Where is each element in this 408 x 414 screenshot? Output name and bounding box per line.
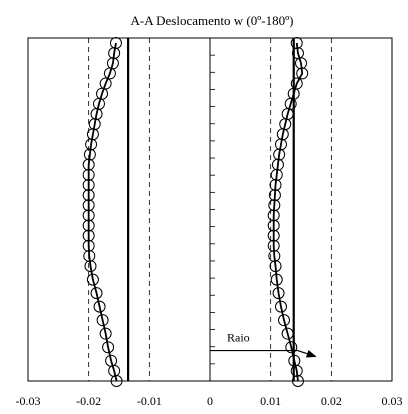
data-point <box>290 364 303 377</box>
data-point <box>267 239 280 252</box>
data-point <box>267 219 280 232</box>
x-tick-label: 0.02 <box>321 394 342 408</box>
data-point <box>270 273 283 286</box>
x-tick-label: -0.02 <box>76 394 101 408</box>
data-point <box>83 148 96 161</box>
data-point <box>296 67 309 80</box>
data-point <box>102 341 115 354</box>
data-point <box>86 128 99 141</box>
annotation-layer: Raio <box>210 331 317 358</box>
x-tick-labels: -0.03 -0.02 -0.01 0 0.01 0.02 0.03 <box>16 394 403 408</box>
data-point <box>82 199 95 212</box>
x-tick-label: 0 <box>207 394 213 408</box>
data-point <box>82 219 95 232</box>
data-point <box>86 273 99 286</box>
data-point <box>272 287 285 300</box>
data-point <box>84 260 97 273</box>
data-point <box>99 327 112 340</box>
data-point <box>88 118 101 131</box>
data-point <box>268 189 281 202</box>
data-point <box>82 158 95 171</box>
data-point <box>267 229 280 242</box>
data-point <box>82 209 95 222</box>
data-point <box>271 158 284 171</box>
x-tick-label: 0.01 <box>260 394 281 408</box>
x-tick-label: -0.03 <box>16 394 41 408</box>
data-point <box>270 168 283 181</box>
data-point <box>90 287 103 300</box>
chart-title: A-A Deslocamento w (0º-180º) <box>131 13 294 28</box>
data-point <box>274 138 287 151</box>
x-tick-label: -0.01 <box>137 394 162 408</box>
data-point <box>276 128 289 141</box>
data-point <box>269 178 282 191</box>
data-point <box>273 148 286 161</box>
data-point <box>268 199 281 212</box>
annotation-arrow <box>297 349 317 358</box>
data-point <box>281 327 294 340</box>
data-point <box>269 260 282 273</box>
series-layer <box>82 37 309 387</box>
data-point <box>96 314 109 327</box>
axis-ticks <box>210 37 215 382</box>
data-point <box>82 178 95 191</box>
annotation-label: Raio <box>227 331 250 345</box>
data-point <box>108 47 121 60</box>
data-point <box>103 67 116 80</box>
data-point <box>90 107 103 120</box>
data-point <box>82 229 95 242</box>
data-point <box>93 300 106 313</box>
data-point <box>82 239 95 252</box>
data-point <box>278 314 291 327</box>
data-point <box>82 168 95 181</box>
data-point <box>83 249 96 262</box>
data-point <box>295 57 307 70</box>
data-point <box>267 209 280 222</box>
data-point <box>285 341 298 354</box>
data-point <box>85 138 98 151</box>
data-point <box>268 249 281 262</box>
data-point <box>82 189 95 202</box>
data-point <box>274 300 287 313</box>
x-tick-label: 0.03 <box>382 394 403 408</box>
